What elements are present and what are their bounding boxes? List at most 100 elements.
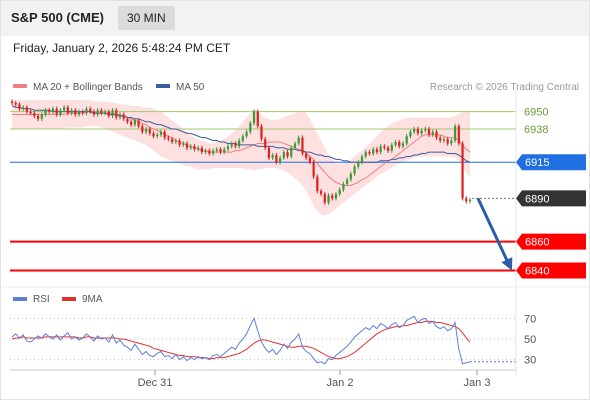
candle-body [271, 155, 274, 158]
candle-body [100, 110, 103, 114]
candle-body [420, 130, 423, 134]
candle-body [29, 111, 32, 114]
candle-body [40, 114, 43, 119]
candle-body [394, 142, 397, 145]
candle-body [14, 103, 17, 105]
candle-body [51, 108, 55, 112]
level-label-6860: 6860 [525, 237, 549, 249]
candle-body [386, 147, 390, 151]
candle-body [413, 129, 416, 132]
candle-body [334, 194, 338, 199]
candle-body [74, 110, 77, 115]
candle-body [346, 179, 349, 184]
candle-body [197, 147, 200, 150]
candle-body [427, 129, 431, 135]
candle-body [252, 111, 256, 124]
candle-body [323, 194, 326, 203]
candle-body [144, 129, 148, 132]
candle-body [174, 140, 177, 142]
candle-body [301, 137, 304, 154]
candle-body [439, 137, 442, 141]
candle-body [364, 152, 367, 157]
candle-body [48, 110, 51, 112]
candle-body [219, 149, 222, 153]
candle-body [416, 129, 419, 134]
candle-body [185, 143, 189, 148]
candle-body [111, 110, 114, 116]
candle-body [305, 153, 308, 158]
candle-body [126, 118, 129, 122]
level-label-6915: 6915 [525, 157, 549, 169]
candle-body [461, 143, 464, 199]
candle-body [331, 195, 334, 199]
candle-body [234, 143, 237, 147]
candle-body [107, 111, 110, 116]
candle-body [383, 146, 386, 148]
legend-ma20-label: MA 20 + Bollinger Bands [33, 82, 143, 93]
level-label-6840: 6840 [525, 266, 549, 278]
rsi-ma-line [11, 320, 471, 360]
candle-body [137, 120, 140, 127]
chart-header: S&P 500 (CME) 30 MIN [0, 0, 590, 36]
candle-body [368, 152, 371, 154]
candle-body [264, 139, 267, 148]
candle-body [468, 199, 472, 202]
candle-body [241, 136, 244, 141]
candle-body [267, 147, 271, 158]
legend-rsi-label: RSI [33, 294, 50, 305]
candle-body [122, 114, 125, 119]
candle-body [44, 110, 47, 115]
candle-body [357, 162, 360, 167]
candle-body [319, 191, 323, 194]
candle-body [10, 101, 14, 103]
candle-body [200, 147, 204, 153]
ma50-line [11, 105, 471, 163]
candle-body [223, 149, 226, 153]
candle-body [290, 147, 293, 157]
candle-body [118, 114, 122, 118]
candle-body [211, 150, 215, 154]
candle-body [282, 152, 285, 158]
candle-body [215, 149, 218, 151]
candle-body [372, 149, 375, 154]
candle-body [133, 120, 136, 125]
candle-body [148, 129, 151, 134]
candle-body [450, 140, 453, 144]
timeframe-badge[interactable]: 30 MIN [118, 6, 175, 30]
candle-body [349, 173, 352, 180]
candle-body [189, 146, 192, 148]
candle-body [18, 104, 21, 109]
instrument-title: S&P 500 (CME) [11, 10, 104, 25]
candle-body [163, 131, 166, 138]
candle-body [70, 110, 73, 114]
rsi-line [11, 315, 471, 365]
candle-body [446, 139, 449, 144]
rsi-tick-label: 30 [524, 355, 536, 367]
candle-body [89, 108, 92, 112]
candle-body [208, 150, 211, 154]
candle-body [249, 123, 252, 132]
candle-body [390, 144, 393, 151]
legend-ma50-label: MA 50 [176, 82, 205, 93]
legend-9ma-label: 9MA [82, 294, 103, 305]
candle-body [453, 126, 457, 141]
candle-body [33, 113, 36, 116]
candle-body [278, 157, 282, 163]
candle-body [193, 146, 196, 150]
level-label-6938: 6938 [524, 124, 548, 136]
candle-body [204, 150, 207, 153]
candle-body [171, 139, 174, 142]
level-tag-6860 [516, 233, 586, 250]
candle-body [360, 156, 364, 163]
candle-body [115, 110, 118, 118]
candle-body [159, 131, 163, 135]
chart-datetime: Friday, January 2, 2026 5:48:24 PM CET [13, 41, 231, 55]
candle-body [398, 142, 401, 147]
candle-body [297, 137, 300, 144]
candle-body [226, 146, 230, 150]
candle-body [103, 111, 107, 114]
candle-body [182, 143, 185, 145]
attribution: Research © 2026 Trading Central [430, 82, 579, 93]
candle-body [442, 139, 446, 141]
candle-body [457, 126, 460, 144]
